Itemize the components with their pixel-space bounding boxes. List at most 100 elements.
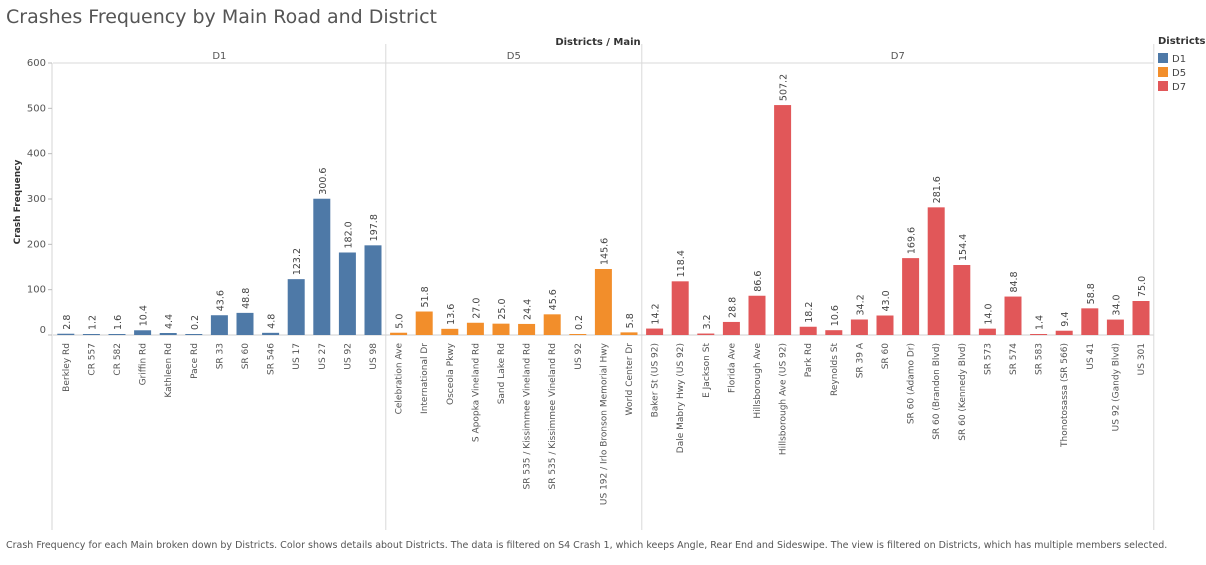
bar[interactable]	[1106, 319, 1124, 335]
bar[interactable]	[185, 334, 203, 335]
bar[interactable]	[825, 330, 843, 335]
data-label: 24.4	[523, 299, 534, 320]
x-tick-label: CR 557	[87, 343, 97, 376]
data-label: 58.8	[1086, 283, 1097, 304]
bar[interactable]	[953, 265, 971, 335]
bar[interactable]	[262, 332, 280, 335]
bar[interactable]	[978, 328, 996, 335]
data-label: 84.8	[1009, 271, 1020, 292]
bar[interactable]	[1081, 308, 1099, 335]
legend-swatch-d7[interactable]	[1158, 81, 1168, 91]
data-label: 0.2	[574, 315, 585, 330]
bar[interactable]	[646, 328, 664, 335]
x-tick-label: SR 33	[215, 343, 225, 369]
legend-swatch-d5[interactable]	[1158, 67, 1168, 77]
legend-label-d5: D5	[1172, 68, 1186, 79]
x-tick-label: World Center Dr	[625, 343, 635, 416]
bar[interactable]	[492, 323, 510, 335]
bar[interactable]	[876, 315, 894, 335]
bar[interactable]	[108, 334, 126, 335]
bar[interactable]	[364, 245, 382, 335]
y-tick-label: 500	[27, 103, 46, 114]
data-label: 2.8	[62, 315, 73, 330]
data-label: 14.0	[983, 303, 994, 324]
bar[interactable]	[338, 252, 356, 335]
x-tick-label: Osceola Pkwy	[446, 342, 456, 405]
x-tick-label: Hillsborough Ave	[753, 343, 763, 419]
data-label: 1.4	[1035, 315, 1046, 330]
data-label: 4.8	[267, 314, 278, 329]
bar[interactable]	[722, 321, 740, 335]
x-tick-label: US 192 / Irlo Bronson Memorial Hwy	[599, 342, 609, 505]
data-label: 75.0	[1137, 276, 1148, 297]
x-tick-label: Griffin Rd	[139, 343, 149, 385]
y-tick-label: 400	[27, 149, 46, 160]
bar-chart: Districts / Main 0 100 200 300 400 500 600 Crash…	[13, 36, 1206, 530]
data-label: 43.0	[881, 290, 892, 311]
bar[interactable]	[210, 315, 228, 335]
data-label: 34.2	[855, 294, 866, 315]
x-tick-label: Reynolds St	[830, 343, 840, 396]
bar[interactable]	[697, 333, 715, 335]
bar[interactable]	[1132, 301, 1150, 335]
bar[interactable]	[902, 258, 920, 335]
y-tick-label: 200	[27, 239, 46, 250]
bar[interactable]	[594, 268, 612, 335]
bar[interactable]	[671, 281, 689, 335]
y-axis-title: Crash Frequency	[13, 160, 23, 245]
x-tick-label: US 92 (Gandy Blvd)	[1111, 343, 1121, 431]
bar[interactable]	[441, 328, 459, 335]
bar[interactable]	[1004, 296, 1022, 335]
bar[interactable]	[134, 330, 152, 335]
data-label: 28.8	[727, 297, 738, 318]
bar[interactable]	[1030, 334, 1048, 335]
bar[interactable]	[518, 323, 536, 335]
x-tick-label: US 98	[369, 343, 379, 370]
data-label: 1.2	[87, 315, 98, 330]
legend-label-d7: D7	[1172, 82, 1186, 93]
data-label: 5.0	[395, 314, 406, 329]
legend-title: Districts	[1158, 36, 1206, 47]
data-label: 27.0	[471, 298, 482, 319]
bar[interactable]	[159, 333, 177, 335]
bar[interactable]	[748, 295, 766, 335]
x-tick-label: Berkley Rd	[62, 343, 72, 392]
bar[interactable]	[313, 198, 331, 335]
data-label: 9.4	[1060, 312, 1071, 327]
x-tick-label: US 92	[574, 343, 584, 370]
bar[interactable]	[82, 334, 100, 335]
data-label: 48.8	[241, 288, 252, 309]
bar[interactable]	[57, 333, 75, 335]
bar[interactable]	[927, 207, 945, 335]
x-tick-label: SR 546	[267, 343, 277, 375]
legend-swatch-d1[interactable]	[1158, 53, 1168, 63]
data-label: 14.2	[651, 303, 662, 324]
x-tick-label: SR 583	[1035, 343, 1045, 375]
x-tick-label: Park Rd	[804, 343, 814, 377]
data-label: 1.6	[113, 315, 124, 330]
x-tick-label: Thonotosassa (SR 566)	[1060, 343, 1070, 448]
bar[interactable]	[390, 332, 408, 335]
bar[interactable]	[415, 311, 433, 335]
bar[interactable]	[466, 322, 484, 335]
data-label: 34.0	[1111, 294, 1122, 315]
bar[interactable]	[236, 312, 254, 335]
x-tick-label: Kathleen Rd	[164, 343, 174, 398]
data-label: 300.6	[318, 168, 329, 195]
bar[interactable]	[287, 279, 305, 335]
bar[interactable]	[774, 105, 792, 335]
legend-label-d1: D1	[1172, 54, 1186, 65]
bar[interactable]	[799, 326, 817, 335]
data-label: 4.4	[164, 314, 175, 329]
bar[interactable]	[1055, 330, 1073, 335]
bar[interactable]	[569, 334, 587, 335]
bar[interactable]	[850, 319, 868, 335]
data-label: 507.2	[779, 74, 790, 101]
data-label: 123.2	[292, 248, 303, 275]
data-label: 197.8	[369, 214, 380, 241]
data-label: 0.2	[190, 315, 201, 330]
chart-caption: Crash Frequency for each Main broken dow…	[6, 540, 1168, 551]
bar[interactable]	[543, 314, 561, 335]
x-tick-label: S Apopka Vineland Rd	[471, 343, 481, 442]
bar[interactable]	[620, 332, 638, 335]
